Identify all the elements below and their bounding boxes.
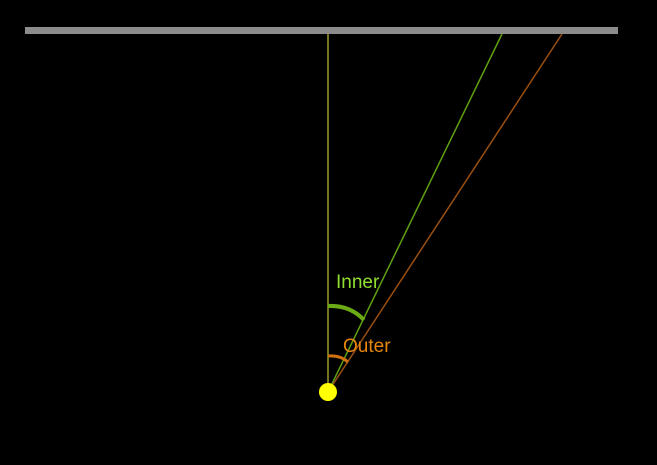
inner-label: Inner xyxy=(336,272,380,293)
outer-angle-arc xyxy=(327,354,349,364)
outer-label: Outer xyxy=(343,336,391,357)
surface-bar xyxy=(25,27,618,34)
inner-cone-line xyxy=(327,33,503,393)
light-source-dot xyxy=(319,383,337,401)
inner-angle-arc xyxy=(327,303,366,322)
outer-cone-line xyxy=(327,33,563,393)
